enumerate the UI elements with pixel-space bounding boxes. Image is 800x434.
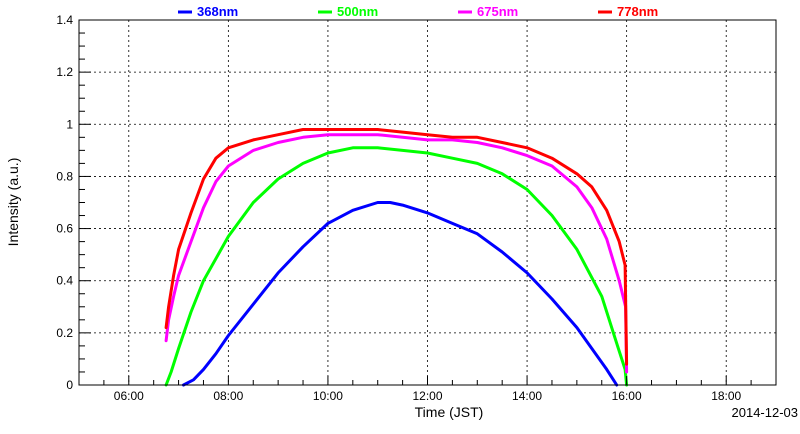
- axis-ticks: 06:00 08:00 10:00 12:00 14:00 16:00 18:00 0 0.2 0…: [56, 13, 777, 403]
- series-line-778nm: [164, 128, 629, 366]
- series-layer: [164, 128, 629, 387]
- y-tick-label: 1: [66, 117, 73, 131]
- x-tick-label: 08:00: [213, 389, 243, 403]
- date-label: 2014-12-03: [732, 405, 799, 420]
- y-axis-title: Intensity (a.u.): [5, 158, 21, 247]
- x-tick-label: 10:00: [313, 389, 343, 403]
- x-tick-label: 12:00: [412, 389, 442, 403]
- y-tick-label: 0.6: [56, 222, 73, 236]
- x-tick-label: 18:00: [711, 389, 741, 403]
- y-tick-label: 0.4: [56, 274, 73, 288]
- grid: [79, 20, 776, 385]
- y-tick-label: 1.4: [56, 13, 73, 27]
- series-line-675nm: [164, 133, 629, 374]
- y-tick-label: 0: [66, 378, 73, 392]
- x-tick-label: 14:00: [512, 389, 542, 403]
- legend-label: 368nm: [197, 4, 238, 19]
- legend: 368nm 500nm 675nm 778nm: [178, 4, 658, 19]
- series-line-368nm: [182, 201, 619, 387]
- y-tick-label: 1.2: [56, 65, 73, 79]
- y-tick-label: 0.8: [56, 169, 73, 183]
- x-axis-title: Time (JST): [415, 404, 484, 420]
- legend-label: 675nm: [477, 4, 518, 19]
- x-tick-label: 06:00: [114, 389, 144, 403]
- x-tick-label: 16:00: [612, 389, 642, 403]
- legend-label: 778nm: [617, 4, 658, 19]
- series-line-500nm: [164, 146, 629, 387]
- legend-label: 500nm: [337, 4, 378, 19]
- y-tick-label: 0.2: [56, 326, 73, 340]
